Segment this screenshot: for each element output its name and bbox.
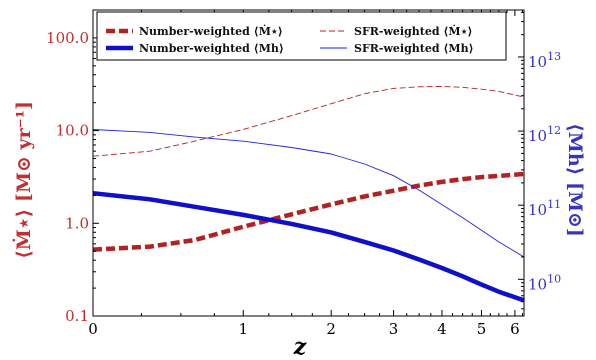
x-tick-label: 0 bbox=[88, 320, 98, 338]
y-right-tick-exponent: 12 bbox=[547, 124, 561, 137]
y-right-tick-base: 10 bbox=[528, 201, 547, 219]
y-left-axis-label: ⟨Ṁ⋆⟩ [M⊙ yr⁻¹] bbox=[12, 101, 35, 259]
y-right-tick-base: 10 bbox=[528, 275, 547, 293]
y-right-axis-label: ⟨Mh⟩ [M⊙] bbox=[564, 123, 586, 237]
x-tick-label: 2 bbox=[326, 320, 336, 338]
y-right-tick-exponent: 13 bbox=[547, 50, 561, 63]
legend-label-0: Number-weighted ⟨Ṁ⋆⟩ bbox=[139, 24, 283, 38]
plot-frame bbox=[92, 9, 525, 317]
y-right-tick-exponent: 11 bbox=[547, 198, 561, 211]
series-line-0 bbox=[92, 171, 525, 252]
x-tick-label: 6 bbox=[510, 320, 520, 338]
x-tick-label: 4 bbox=[437, 320, 447, 338]
legend-label-3: SFR-weighted ⟨Mh⟩ bbox=[354, 42, 474, 55]
series-line-2 bbox=[92, 190, 525, 303]
y-right-tick-exponent: 10 bbox=[547, 272, 561, 285]
y-right-tick-label: 1011 bbox=[528, 198, 561, 219]
series-line-3 bbox=[92, 129, 525, 258]
legend-label-2: Number-weighted ⟨Mh⟩ bbox=[139, 42, 284, 55]
series-line-1 bbox=[92, 86, 525, 157]
y-left-tick-label: 1.0 bbox=[65, 214, 89, 232]
x-tick-label: 1 bbox=[239, 320, 249, 338]
x-axis-label: z bbox=[293, 334, 307, 360]
y-left-tick-label: 0.1 bbox=[65, 307, 89, 325]
y-right-tick-label: 1013 bbox=[528, 50, 561, 71]
x-tick-label: 5 bbox=[477, 320, 487, 338]
y-right-tick-base: 10 bbox=[528, 127, 547, 145]
axis-labels: z ⟨Ṁ⋆⟩ [M⊙ yr⁻¹] ⟨Mh⟩ [M⊙] bbox=[12, 101, 586, 360]
chart-marks bbox=[92, 86, 525, 303]
y-right-tick-base: 10 bbox=[528, 53, 547, 71]
y-left-tick-label: 10.0 bbox=[56, 122, 89, 140]
y-left-tick-label: 100.0 bbox=[46, 29, 89, 47]
y-right-tick-label: 1010 bbox=[528, 272, 561, 293]
legend: Number-weighted ⟨Ṁ⋆⟩ Number-weighted ⟨Mh⟩… bbox=[96, 11, 507, 61]
legend-box bbox=[96, 11, 507, 61]
y-right-tick-label: 1012 bbox=[528, 124, 561, 145]
legend-label-1: SFR-weighted ⟨Ṁ⋆⟩ bbox=[354, 24, 473, 38]
x-tick-label: 3 bbox=[389, 320, 399, 338]
